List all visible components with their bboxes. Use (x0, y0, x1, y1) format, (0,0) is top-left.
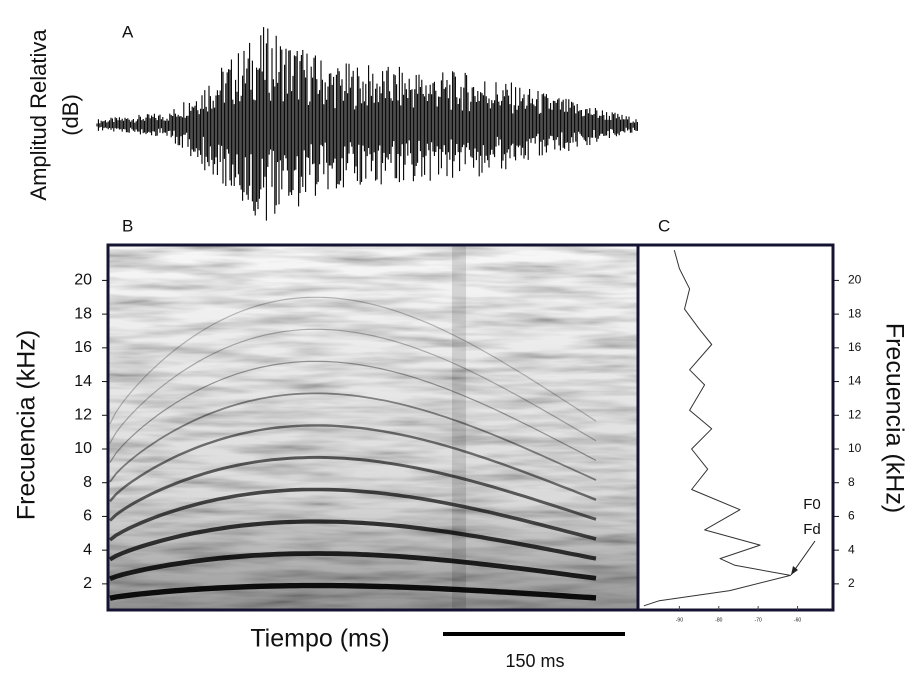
harmonic (109, 392, 597, 483)
harmonic (109, 328, 597, 444)
y-tick-label: 6 (848, 509, 855, 523)
y-axis-label: Amplitud Relativa (26, 29, 51, 201)
y-tick-label: 18 (848, 306, 862, 320)
annotation: Fd (803, 521, 821, 538)
y-tick-label: 4 (83, 541, 92, 558)
y-tick-label: 2 (848, 576, 855, 590)
y-tick-label: 10 (848, 441, 862, 455)
y-tick-label: 16 (848, 340, 862, 354)
y-tick-label: 4 (848, 542, 855, 556)
x-tick-label: -90 (676, 617, 683, 623)
y-axis-label: Frecuencia (kHz) (13, 330, 41, 520)
y-tick-label: 12 (848, 407, 862, 421)
harmonic (109, 582, 597, 601)
y-tick-label: 16 (74, 339, 92, 356)
spectrogram-image (108, 245, 638, 610)
panel-label: A (122, 22, 134, 41)
y-tick-label: 20 (848, 273, 862, 287)
arrow-head (791, 566, 798, 575)
y-tick-label: 6 (83, 508, 92, 525)
x-axis-label: Tiempo (ms) (250, 625, 389, 653)
harmonic (108, 455, 597, 522)
spectrum-frame (636, 243, 835, 612)
y-axis-label: (dB) (58, 94, 83, 136)
scale-bar-label: 150 ms (505, 651, 564, 671)
y-tick-label: 2 (83, 575, 92, 592)
harmonic (109, 296, 597, 424)
panel-label: C (658, 216, 670, 235)
y-tick-label: 20 (74, 272, 92, 289)
y-tick-label: 8 (83, 474, 92, 491)
spectrum-line (643, 249, 791, 607)
harmonic (108, 519, 597, 562)
y-tick-label: 14 (74, 373, 92, 390)
harmonic (109, 551, 597, 582)
harmonic (108, 487, 597, 542)
panel-label: B (122, 216, 133, 235)
harmonic (109, 424, 597, 503)
y-axis-label: Frecuencia (kHz) (880, 323, 908, 513)
y-tick-label: 8 (848, 475, 855, 489)
y-tick-label: 12 (74, 406, 92, 423)
x-tick-label: -80 (715, 617, 722, 623)
harmonic (109, 360, 597, 463)
waveform (96, 27, 638, 221)
y-tick-label: 18 (74, 305, 92, 322)
x-tick-label: -70 (755, 617, 762, 623)
y-tick-label: 14 (848, 374, 862, 388)
y-tick-label: 10 (74, 440, 92, 457)
x-tick-label: -60 (794, 617, 801, 623)
annotation: F0 (803, 496, 821, 513)
